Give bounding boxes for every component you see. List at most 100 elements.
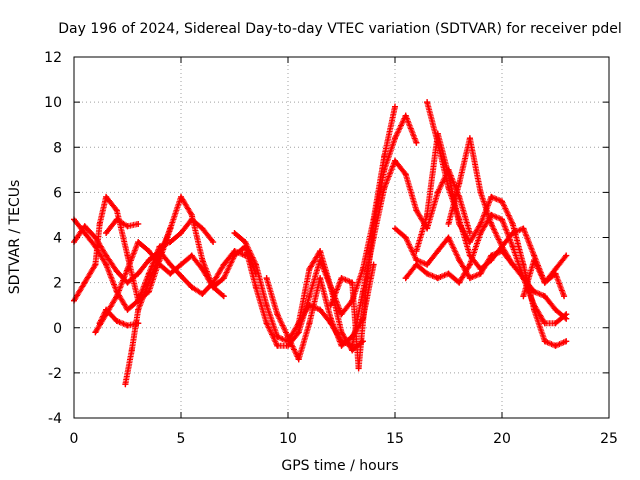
series-track-6: [122, 225, 174, 388]
data-point: [113, 317, 120, 324]
data-point: [338, 311, 345, 318]
data-point: [199, 225, 206, 232]
data-point: [338, 329, 345, 336]
data-point: [561, 293, 568, 300]
data-point: [92, 243, 99, 250]
data-point: [220, 261, 227, 268]
data-point: [135, 270, 142, 277]
data-point: [274, 342, 281, 349]
data-point: [434, 275, 441, 282]
data-point: [178, 229, 184, 236]
data-point: [477, 229, 484, 236]
data-point: [520, 261, 527, 268]
data-point: [402, 234, 409, 241]
data-point: [381, 184, 388, 191]
data-point: [477, 266, 484, 273]
data-point: [445, 220, 452, 227]
data-point: [135, 239, 142, 246]
data-point: [466, 261, 473, 268]
data-point: [145, 248, 152, 255]
data-point: [531, 306, 538, 313]
data-point: [499, 216, 505, 223]
data-point: [381, 166, 388, 173]
data-point: [520, 225, 527, 232]
y-tick-label: 10: [44, 95, 62, 111]
data-point: [317, 275, 324, 282]
data-point: [424, 211, 431, 218]
data-point: [456, 180, 463, 187]
data-point: [509, 261, 516, 268]
y-tick-label: 6: [53, 185, 62, 201]
series-track-16: [424, 99, 570, 286]
data-point: [122, 381, 129, 388]
data-point: [327, 284, 334, 291]
data-point: [327, 302, 334, 309]
data-point: [167, 270, 174, 277]
data-point: [188, 284, 195, 291]
data-point: [392, 103, 398, 110]
data-point: [295, 356, 302, 363]
data-point: [295, 329, 302, 336]
data-point: [541, 279, 548, 286]
series-track-4: [92, 239, 227, 336]
data-point: [135, 220, 142, 227]
data-point: [103, 306, 110, 313]
x-axis-label: GPS time / hours: [281, 458, 398, 474]
data-point: [124, 223, 131, 230]
data-point: [466, 275, 473, 282]
data-point: [231, 252, 238, 259]
data-point: [263, 320, 270, 327]
data-point: [124, 279, 131, 286]
data-point: [424, 99, 431, 106]
data-point: [563, 311, 570, 318]
data-point: [563, 338, 570, 345]
data-point: [392, 157, 398, 164]
data-point: [466, 229, 473, 236]
data-point: [220, 293, 227, 300]
data-point: [456, 279, 463, 286]
data-point: [113, 207, 120, 214]
data-point: [167, 261, 174, 268]
plot-frame: [73, 56, 610, 419]
data-point: [552, 342, 559, 349]
y-tick-label: 4: [53, 231, 62, 247]
data-point: [124, 306, 131, 313]
data-point: [113, 216, 120, 223]
data-point: [103, 261, 110, 268]
data-point: [178, 261, 184, 268]
data-point: [188, 252, 195, 259]
data-point: [445, 270, 452, 277]
data-point: [349, 279, 356, 286]
data-point: [499, 243, 505, 250]
data-point: [509, 229, 516, 236]
x-tick-label: 25: [600, 431, 618, 447]
data-point: [103, 229, 110, 236]
data-point: [520, 293, 527, 300]
data-point: [263, 275, 270, 282]
data-point: [541, 320, 548, 327]
data-point: [488, 257, 495, 264]
series-track-15: [413, 130, 570, 349]
y-tick-label: -4: [48, 411, 62, 427]
data-point: [252, 284, 259, 291]
data-point: [274, 311, 281, 318]
data-point: [317, 248, 324, 255]
data-point: [306, 320, 313, 327]
data-point: [263, 302, 270, 309]
x-tick-label: 15: [386, 431, 404, 447]
data-point: [96, 320, 103, 327]
y-tick-label: -2: [48, 366, 62, 382]
data-point: [509, 243, 516, 250]
data-point: [541, 293, 548, 300]
data-point: [199, 257, 206, 264]
x-tick-label: 0: [70, 431, 79, 447]
x-tick-label: 10: [279, 431, 297, 447]
data-point: [338, 342, 345, 349]
data-point: [563, 252, 570, 259]
data-point: [477, 220, 484, 227]
data-point: [413, 261, 420, 268]
data-point: [81, 279, 88, 286]
y-tick-label: 12: [44, 50, 62, 66]
data-point: [103, 193, 110, 200]
data-point: [402, 171, 409, 178]
